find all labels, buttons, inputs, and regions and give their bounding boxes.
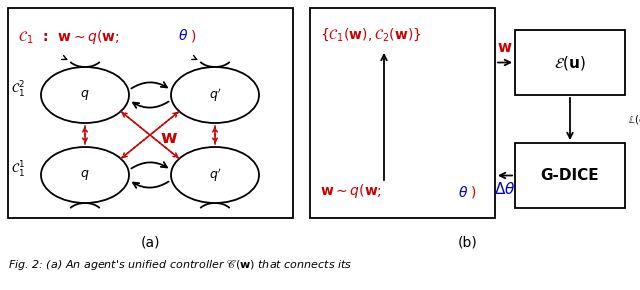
Text: $\mathcal{C}_1^1$: $\mathcal{C}_1^1$ (11, 160, 25, 180)
Text: (b): (b) (458, 235, 477, 249)
Bar (515, 30, 625, 95)
Text: $\mathcal{C}_1^2$: $\mathcal{C}_1^2$ (11, 80, 25, 100)
Text: $q'$: $q'$ (209, 86, 221, 104)
Text: $\theta$: $\theta$ (178, 28, 188, 43)
Ellipse shape (171, 67, 259, 123)
Text: $)$: $)$ (470, 184, 476, 200)
Ellipse shape (171, 147, 259, 203)
Text: $\mathbf{w}$: $\mathbf{w}$ (497, 39, 513, 55)
Text: $\theta$: $\theta$ (458, 185, 468, 200)
Text: $\mathbb{L}(\mathcal{C}(\mathbf{w}),\mathcal{E}(\mathbf{u}))$: $\mathbb{L}(\mathcal{C}(\mathbf{w}),\mat… (628, 113, 640, 126)
Text: $\mathbf{w} \sim q(\mathbf{w};\,$: $\mathbf{w} \sim q(\mathbf{w};\,$ (320, 182, 382, 200)
Text: Fig. 2: (a) An agent's unified controller $\mathscr{C}(\mathbf{w})$ that connect: Fig. 2: (a) An agent's unified controlle… (8, 258, 353, 272)
Text: (a): (a) (141, 235, 160, 249)
Bar (515, 143, 625, 208)
Text: $\mathcal{C}_1$  :  $\mathbf{w} \sim q(\mathbf{w};\,$: $\mathcal{C}_1$ : $\mathbf{w} \sim q(\ma… (18, 28, 120, 46)
Text: $q'$: $q'$ (209, 166, 221, 184)
Text: $\{\mathcal{C}_1(\mathbf{w}),\mathcal{C}_2(\mathbf{w})\}$: $\{\mathcal{C}_1(\mathbf{w}),\mathcal{C}… (320, 26, 422, 43)
Text: $q$: $q$ (80, 88, 90, 102)
Text: $)$: $)$ (190, 28, 196, 44)
Ellipse shape (41, 147, 129, 203)
Text: $\mathbf{w}$: $\mathbf{w}$ (160, 129, 178, 147)
Text: G-DICE: G-DICE (541, 168, 599, 183)
Bar (8, 8, 293, 218)
Ellipse shape (41, 67, 129, 123)
Bar (310, 8, 495, 218)
Text: $\Delta\theta$: $\Delta\theta$ (494, 180, 516, 197)
Text: $\mathcal{E}(\mathbf{u})$: $\mathcal{E}(\mathbf{u})$ (554, 53, 586, 72)
Text: $q$: $q$ (80, 168, 90, 182)
